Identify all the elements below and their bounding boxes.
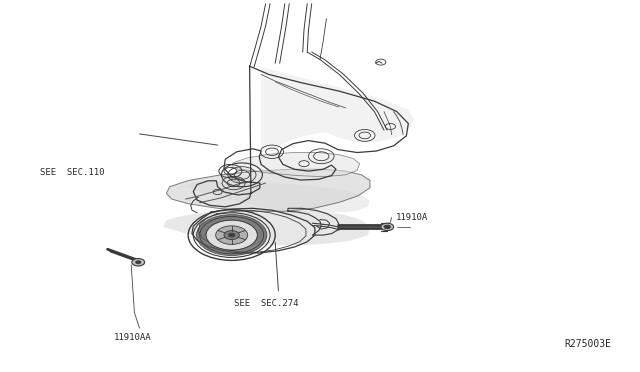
Circle shape (136, 261, 141, 264)
Text: SEE  SEC.110: SEE SEC.110 (40, 169, 104, 177)
Circle shape (384, 225, 390, 229)
Circle shape (224, 231, 239, 240)
Circle shape (132, 259, 145, 266)
Text: 11910A: 11910A (396, 213, 428, 222)
Text: 11910AA: 11910AA (114, 333, 152, 342)
Circle shape (196, 215, 267, 256)
Circle shape (216, 226, 248, 244)
Text: SEE  SEC.274: SEE SEC.274 (234, 299, 298, 308)
Circle shape (381, 223, 394, 231)
Polygon shape (163, 209, 370, 246)
Polygon shape (166, 169, 370, 211)
Polygon shape (232, 153, 360, 177)
Polygon shape (261, 67, 415, 152)
Polygon shape (182, 182, 370, 213)
Text: R275003E: R275003E (564, 339, 611, 349)
Circle shape (228, 233, 235, 237)
Circle shape (206, 220, 257, 250)
